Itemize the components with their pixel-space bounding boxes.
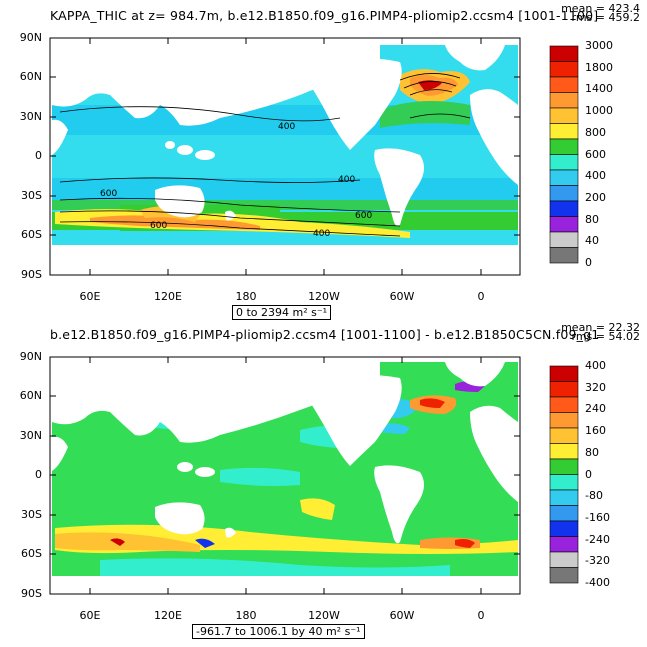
top-lat-label: 60S (21, 228, 42, 241)
colorbar-swatch (549, 123, 579, 140)
contour-label: 600 (355, 211, 372, 221)
colorbar-swatch (549, 107, 579, 124)
colorbar-swatch (549, 474, 579, 491)
bottom-lon-label: 60E (79, 609, 101, 622)
colorbar-swatch (549, 520, 579, 537)
top-rms-label: rms = 459.2 (571, 11, 640, 24)
top-lon-label: 0 (477, 290, 485, 303)
colorbar-swatch (549, 61, 579, 78)
bottom-lon-label: 60W (389, 609, 415, 622)
colorbar-label: 40 (585, 234, 599, 248)
contour-label: 600 (150, 221, 167, 231)
bottom-lat-label: 60N (19, 389, 42, 402)
top-contours (59, 73, 471, 237)
colorbar-label: 3000 (585, 39, 613, 52)
colorbar-label: -80 (585, 489, 603, 503)
top-range-label: 0 to 2394 m² s⁻¹ (232, 305, 332, 320)
colorbar-swatch (549, 505, 579, 522)
colorbar-swatch (549, 92, 579, 109)
colorbar-swatch (549, 231, 579, 248)
colorbar-swatch (549, 489, 579, 506)
colorbar-swatch (549, 412, 579, 429)
bottom-ticks (50, 356, 520, 595)
colorbar-label: 200 (585, 190, 606, 204)
colorbar-label: 600 (585, 147, 606, 161)
bottom-mean-label: mean = 22.32 (561, 321, 640, 334)
colorbar-swatch (549, 45, 579, 62)
bottom-lon-label: 120E (154, 609, 182, 622)
colorbar-swatch (549, 443, 579, 460)
top-map: 400 400 600 600 400 600 (49, 37, 521, 276)
top-lat-label: 60N (19, 70, 42, 83)
bottom-panel-title: b.e12.B1850.f09_g16.PIMP4-pliomip2.ccsm4… (50, 327, 600, 342)
colorbar-label: 160 (585, 424, 606, 438)
colorbar-label: 400 (585, 169, 606, 183)
colorbar-swatch (549, 76, 579, 93)
top-lat-label: 90N (19, 31, 42, 44)
bottom-lat-label: 90N (19, 350, 42, 363)
colorbar-label: 320 (585, 380, 606, 394)
top-land (52, 45, 518, 275)
bottom-colorbar (549, 365, 579, 584)
colorbar-swatch (549, 427, 579, 444)
bottom-lat-label: 60S (21, 547, 42, 560)
colorbar-label: 1000 (585, 104, 613, 118)
colorbar-label: -320 (585, 554, 610, 568)
top-lon-label: 120W (308, 290, 340, 303)
colorbar-swatch (549, 396, 579, 413)
bottom-lat-label: 0 (35, 468, 42, 481)
top-colorbar (549, 45, 579, 264)
colorbar-label: 240 (585, 402, 606, 416)
top-lon-label: 180 (235, 290, 257, 303)
colorbar-swatch (549, 169, 579, 186)
bottom-range-label: -961.7 to 1006.1 by 40 m² s⁻¹ (192, 624, 365, 639)
bottom-rms-label: rms = 54.02 (571, 330, 640, 343)
colorbar-label: 80 (585, 212, 599, 226)
colorbar-label: -240 (585, 532, 610, 546)
top-lat-label: 90S (21, 268, 42, 281)
bottom-lon-label: 180 (235, 609, 257, 622)
contour-label: 400 (338, 175, 355, 185)
top-lon-label: 60E (79, 290, 101, 303)
top-lon-label: 60W (389, 290, 415, 303)
colorbar-swatch (549, 185, 579, 202)
contour-label: 400 (278, 122, 295, 132)
top-mean-label: mean = 423.4 (561, 2, 640, 15)
top-lon-label: 120E (154, 290, 182, 303)
bottom-lon-label: 120W (308, 609, 340, 622)
colorbar-label: 0 (585, 467, 592, 481)
colorbar-swatch (549, 536, 579, 553)
colorbar-swatch (549, 138, 579, 155)
colorbar-label: -400 (585, 576, 610, 589)
colorbar-label: 1400 (585, 82, 613, 96)
top-lat-label: 30S (21, 189, 42, 202)
contour-label: 600 (100, 189, 117, 199)
colorbar-label: -160 (585, 510, 610, 524)
bottom-map (49, 356, 521, 595)
colorbar-swatch (549, 216, 579, 233)
top-ticks (50, 37, 520, 276)
colorbar-swatch (549, 365, 579, 382)
colorbar-swatch (549, 247, 579, 264)
colorbar-swatch (549, 458, 579, 475)
colorbar-swatch (549, 154, 579, 171)
top-lat-label: 0 (35, 149, 42, 162)
colorbar-label: 80 (585, 445, 599, 459)
colorbar-label: 1800 (585, 60, 613, 74)
colorbar-swatch (549, 551, 579, 568)
bottom-lat-label: 90S (21, 587, 42, 600)
top-lat-label: 30N (19, 110, 42, 123)
bottom-lat-label: 30S (21, 508, 42, 521)
colorbar-swatch (549, 381, 579, 398)
colorbar-label: 0 (585, 256, 592, 269)
top-panel-title: KAPPA_THIC at z= 984.7m, b.e12.B1850.f09… (50, 8, 599, 23)
colorbar-swatch (549, 200, 579, 217)
colorbar-label: 800 (585, 125, 606, 139)
colorbar-swatch (549, 567, 579, 584)
contour-label: 400 (313, 229, 330, 239)
bottom-lat-label: 30N (19, 429, 42, 442)
bottom-lon-label: 0 (477, 609, 485, 622)
colorbar-label: 400 (585, 359, 606, 372)
